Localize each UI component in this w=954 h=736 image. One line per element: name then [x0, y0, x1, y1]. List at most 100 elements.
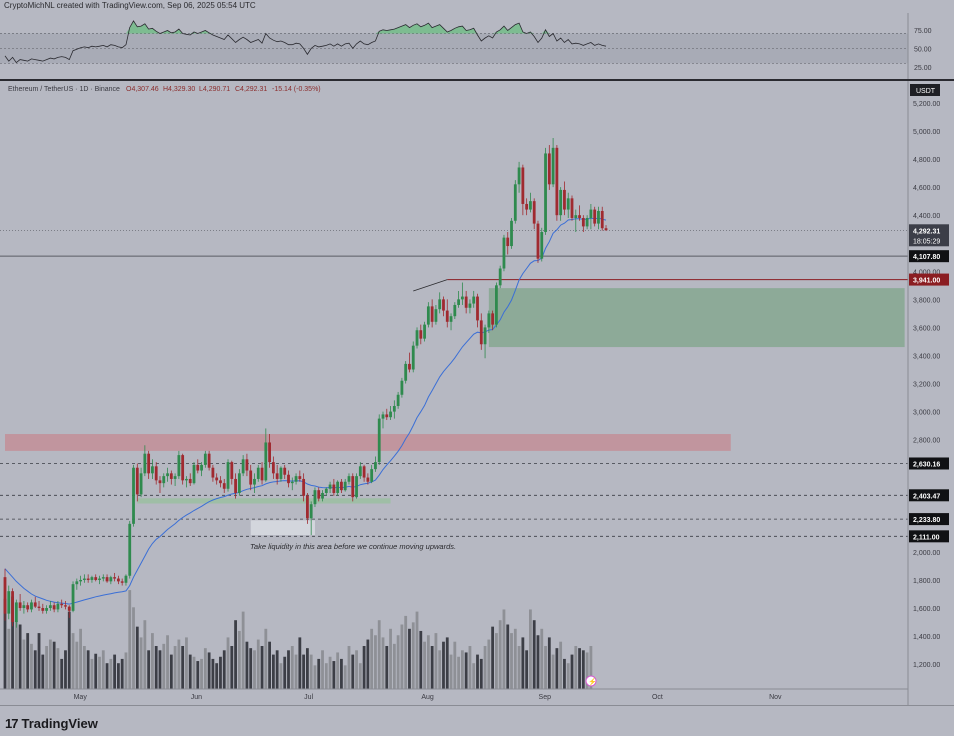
candle-body	[442, 299, 445, 311]
candle-body	[495, 285, 498, 325]
current-price-label: 4,292.31	[913, 228, 940, 235]
candle-body	[309, 504, 313, 519]
price-tick-label: 4,400.00	[913, 213, 940, 220]
pane-divider[interactable]	[0, 79, 954, 81]
candle-body	[438, 299, 442, 310]
candle	[460, 282, 464, 305]
volume-bar	[442, 641, 445, 689]
price-tick-label: 1,600.00	[913, 606, 940, 613]
level-label-box[interactable]	[909, 513, 949, 526]
candle	[597, 206, 600, 230]
candle-body	[604, 228, 608, 231]
candles-layer	[3, 138, 608, 628]
candle	[336, 480, 340, 496]
candle-body	[483, 327, 487, 345]
candle-body	[544, 153, 547, 233]
volume-bar	[86, 650, 90, 689]
candle	[585, 215, 589, 230]
candle-body	[7, 591, 11, 614]
candle	[544, 147, 547, 235]
candle-body	[101, 577, 105, 579]
volume-bar	[415, 611, 419, 689]
currency-badge[interactable]: USDT	[910, 84, 940, 96]
candle	[260, 462, 264, 485]
rsi-pane[interactable]: 75.00 50.00 25.00	[0, 13, 954, 79]
candle-body	[529, 201, 532, 210]
volume-bar	[445, 637, 449, 689]
level-label-box[interactable]	[909, 273, 949, 286]
volume-bar	[411, 622, 415, 689]
volume-bar	[253, 650, 256, 689]
volume-bar	[11, 596, 14, 689]
rsi-tick-label: 50.00	[914, 46, 932, 53]
candle-body	[476, 296, 479, 321]
level-label-box[interactable]	[909, 489, 949, 502]
candle	[593, 206, 597, 227]
zone-demand[interactable]	[488, 288, 905, 348]
volume-bar	[332, 661, 336, 689]
candle-body	[14, 602, 18, 623]
candle-body	[237, 473, 241, 493]
volume-bar	[18, 624, 22, 689]
candle	[351, 473, 355, 502]
level-label: 2,403.47	[913, 493, 940, 500]
lightning-icon[interactable]: ⚡	[585, 675, 597, 687]
current-price-box[interactable]	[909, 224, 949, 247]
candle	[298, 470, 302, 482]
rsi-line	[4, 20, 607, 64]
candle	[264, 428, 268, 482]
candle-body	[559, 189, 563, 216]
candle-body	[41, 608, 45, 611]
candle-body	[585, 217, 589, 227]
candle-body	[377, 418, 381, 463]
candle	[513, 180, 517, 224]
candle-body	[3, 577, 7, 614]
candle-body	[513, 184, 517, 221]
price-tick-label: 4,000.00	[913, 269, 940, 276]
candle-body	[264, 442, 268, 481]
candle	[381, 411, 385, 429]
volume-bar	[234, 620, 237, 689]
candle-body	[460, 296, 464, 300]
tradingview-logo[interactable]: 17 TradingView	[5, 716, 98, 731]
candle-body	[275, 473, 279, 479]
price-pane[interactable]: 5,200.00 5,000.00 4,800.00 4,600.00 4,400.00…	[0, 81, 954, 705]
candle-body	[226, 462, 230, 489]
candle	[71, 581, 75, 613]
candle	[389, 405, 392, 421]
zone-support[interactable]	[137, 498, 391, 504]
candle	[495, 282, 498, 328]
candle-body	[151, 466, 154, 474]
candle-body	[430, 306, 434, 322]
volume-bar	[551, 654, 555, 689]
volume-bar	[495, 633, 498, 689]
volume-bar	[510, 633, 513, 689]
candle-body	[234, 478, 237, 493]
volume-bar	[483, 646, 487, 689]
volume-bar	[400, 624, 404, 689]
candle-body	[506, 237, 510, 247]
candle-body	[589, 209, 593, 218]
volume-bar	[457, 656, 460, 689]
candle	[237, 469, 241, 496]
volume-bar	[82, 646, 86, 689]
zone-liquidity[interactable]	[250, 520, 315, 536]
volume-bar	[355, 650, 358, 689]
volume-bar	[287, 650, 290, 689]
candle	[143, 445, 147, 477]
swing-trendline[interactable]	[413, 279, 448, 292]
volume-bar	[71, 633, 75, 689]
candle	[563, 181, 566, 216]
candle-body	[578, 215, 581, 218]
level-label-box[interactable]	[909, 457, 949, 470]
volume-bar	[502, 609, 506, 689]
candle	[279, 466, 283, 482]
candle	[302, 473, 306, 502]
candle	[411, 341, 415, 373]
candle	[75, 578, 79, 590]
zone-resistance[interactable]	[5, 434, 731, 451]
price-tick-label: 3,200.00	[913, 382, 940, 389]
level-label-box[interactable]	[909, 250, 949, 263]
level-label-box[interactable]	[909, 530, 949, 543]
volume-bar	[347, 646, 351, 689]
